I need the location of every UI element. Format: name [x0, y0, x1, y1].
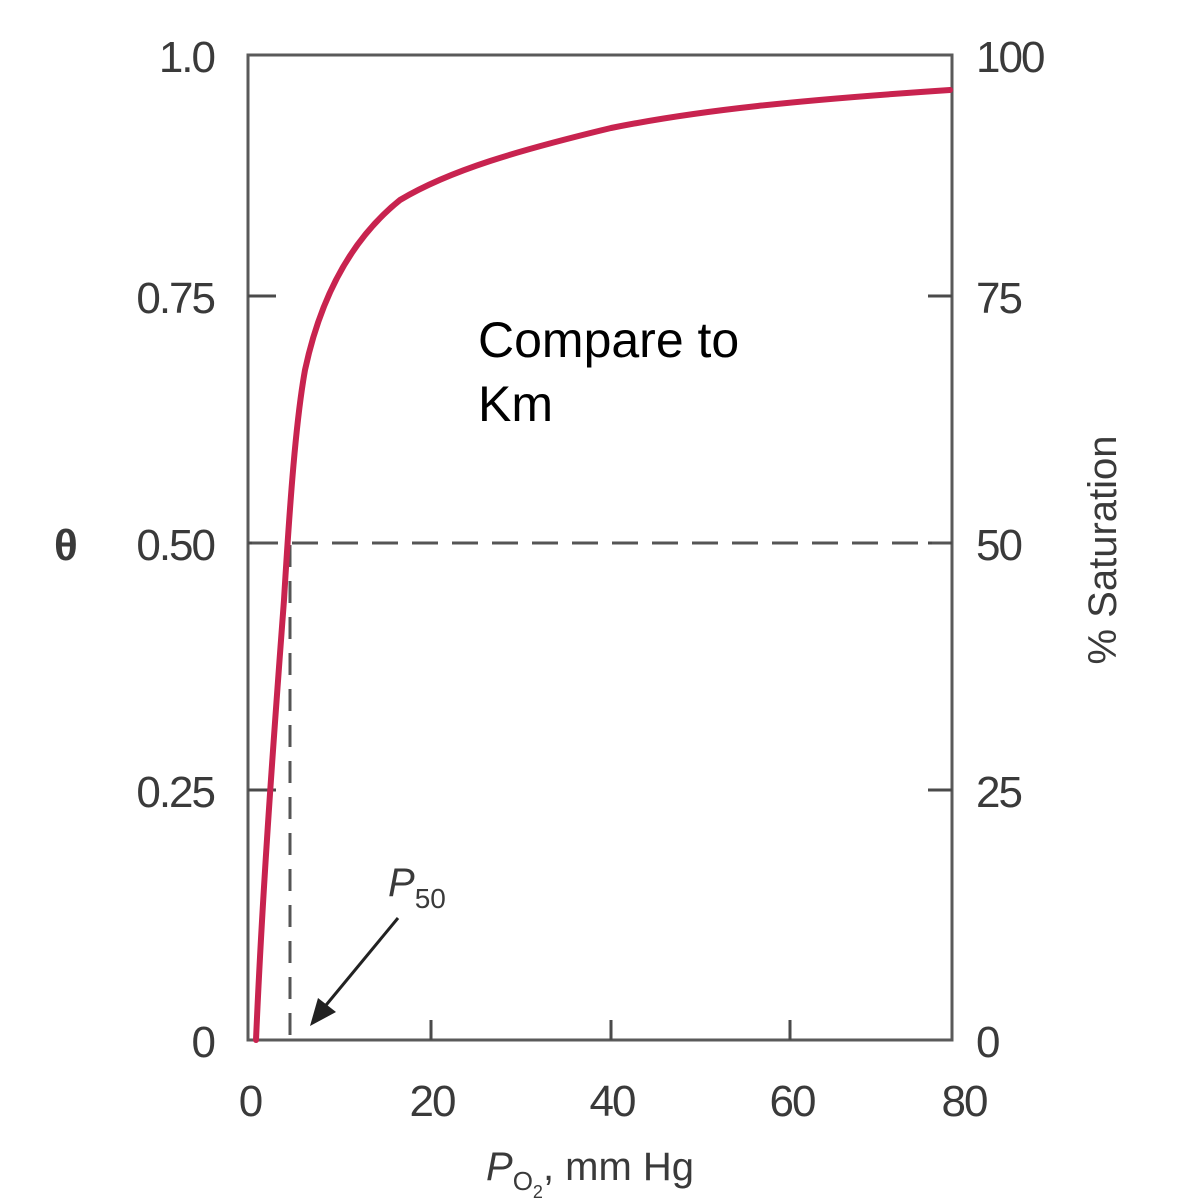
- y-axis-labels: 1.0 0.75 0.50 0.25 0: [136, 33, 216, 1067]
- y2-axis-title: % Saturation: [1081, 435, 1125, 664]
- p50-arrow-line: [320, 917, 400, 1011]
- y2-tick-0: 0: [976, 1018, 999, 1067]
- y2-tick-75: 75: [976, 274, 1021, 323]
- x-tick-80: 80: [942, 1077, 987, 1126]
- y-axis-title-theta: θ: [54, 521, 76, 570]
- p50-arrowhead-icon: [310, 998, 336, 1026]
- annotation-line-2: Km: [478, 376, 553, 432]
- y2-tick-100: 100: [976, 33, 1044, 82]
- x-tick-60: 60: [770, 1077, 815, 1126]
- p50-label: P50: [388, 861, 446, 914]
- y-tick-0.50: 0.50: [136, 521, 214, 570]
- x-tick-20: 20: [410, 1077, 455, 1126]
- x-tick-0: 0: [239, 1077, 262, 1126]
- x-axis-ticks: [429, 1020, 792, 1040]
- y-tick-0.75: 0.75: [136, 274, 214, 323]
- y-tick-1.0: 1.0: [159, 33, 215, 82]
- y-tick-0.25: 0.25: [136, 768, 214, 817]
- annotation-line-1: Compare to: [478, 312, 740, 368]
- saturation-curve: [253, 87, 953, 1043]
- plot-frame: [246, 53, 954, 1042]
- x-tick-40: 40: [590, 1077, 635, 1126]
- x-axis-labels: 0 20 40 60 80: [239, 1077, 989, 1126]
- y2-tick-50: 50: [976, 521, 1021, 570]
- compare-to-km-annotation: Compare to Km: [478, 308, 739, 436]
- y2-axis-labels: 100 75 50 25 0: [976, 33, 1046, 1067]
- y-tick-0: 0: [192, 1018, 215, 1067]
- y2-tick-25: 25: [976, 768, 1021, 817]
- x-axis-title: PO2, mm Hg: [486, 1145, 694, 1200]
